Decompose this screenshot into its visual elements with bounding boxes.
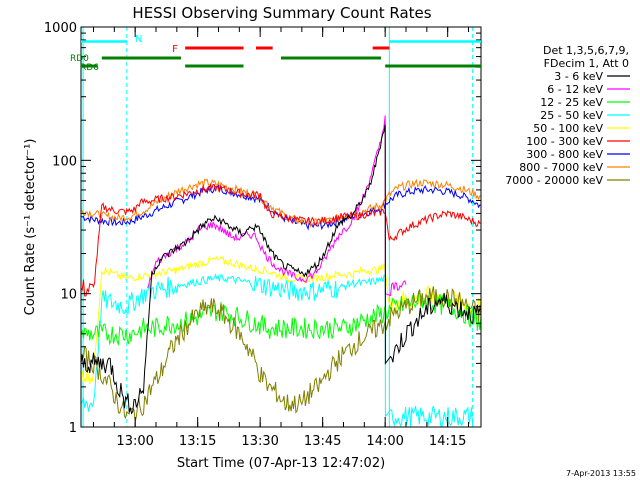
legend-header-line-1: Det 1,3,5,6,7,9,	[543, 44, 629, 57]
x-tick-label-3: 13:45	[304, 434, 341, 449]
legend: Det 1,3,5,6,7,9, FDecim 1, Att 0 3 - 6 k…	[505, 44, 630, 187]
legend-header-line-2: FDecim 1, Att 0	[544, 57, 629, 70]
y-axis: 1 10 100 1000	[44, 21, 481, 436]
x-tick-label-2: 13:30	[241, 434, 278, 449]
series-line-6	[81, 183, 481, 231]
y-tick-label-3: 1000	[44, 21, 77, 36]
flag-label-n: N	[135, 34, 142, 45]
series-line-4	[81, 255, 481, 385]
flag-label-f: F	[172, 44, 178, 55]
legend-label-4: 50 - 100 keV	[533, 122, 603, 135]
legend-label-2: 12 - 25 keV	[540, 96, 603, 109]
legend-label-5: 100 - 300 keV	[526, 135, 603, 148]
flag-label-rd0: RD0	[70, 54, 89, 64]
series-line-3	[81, 273, 474, 427]
legend-label-3: 25 - 50 keV	[540, 109, 603, 122]
footer-date: 7-Apr-2013 13:55	[566, 469, 636, 478]
series-line-0	[81, 124, 481, 415]
legend-label-0: 3 - 6 keV	[554, 70, 603, 83]
flag-label-rd6: RD6	[80, 63, 99, 73]
y-tick-label-0: 1	[69, 421, 77, 436]
series-line-8	[81, 286, 481, 422]
x-axis: 13:00 13:15 13:30 13:45 14:00 14:15	[93, 27, 469, 449]
y-tick-label-1: 10	[60, 288, 77, 303]
x-tick-label-1: 13:15	[179, 434, 216, 449]
legend-label-8: 7000 - 20000 keV	[505, 174, 603, 187]
plot-area	[81, 27, 481, 427]
x-tick-label-0: 13:00	[116, 434, 153, 449]
x-tick-label-5: 14:15	[429, 434, 466, 449]
x-tick-label-4: 14:00	[366, 434, 403, 449]
series-line-5	[81, 182, 481, 297]
legend-label-7: 800 - 7000 keV	[519, 161, 603, 174]
legend-label-1: 6 - 12 keV	[547, 83, 603, 96]
x-axis-label: Start Time (07-Apr-13 12:47:02)	[177, 456, 385, 471]
y-axis-label: Count Rate (s⁻¹ detector⁻¹)	[23, 139, 38, 316]
series-line-7	[81, 178, 481, 228]
legend-label-6: 300 - 800 keV	[526, 148, 603, 161]
y-tick-label-2: 100	[52, 154, 77, 169]
chart-title: HESSI Observing Summary Count Rates	[132, 4, 431, 22]
